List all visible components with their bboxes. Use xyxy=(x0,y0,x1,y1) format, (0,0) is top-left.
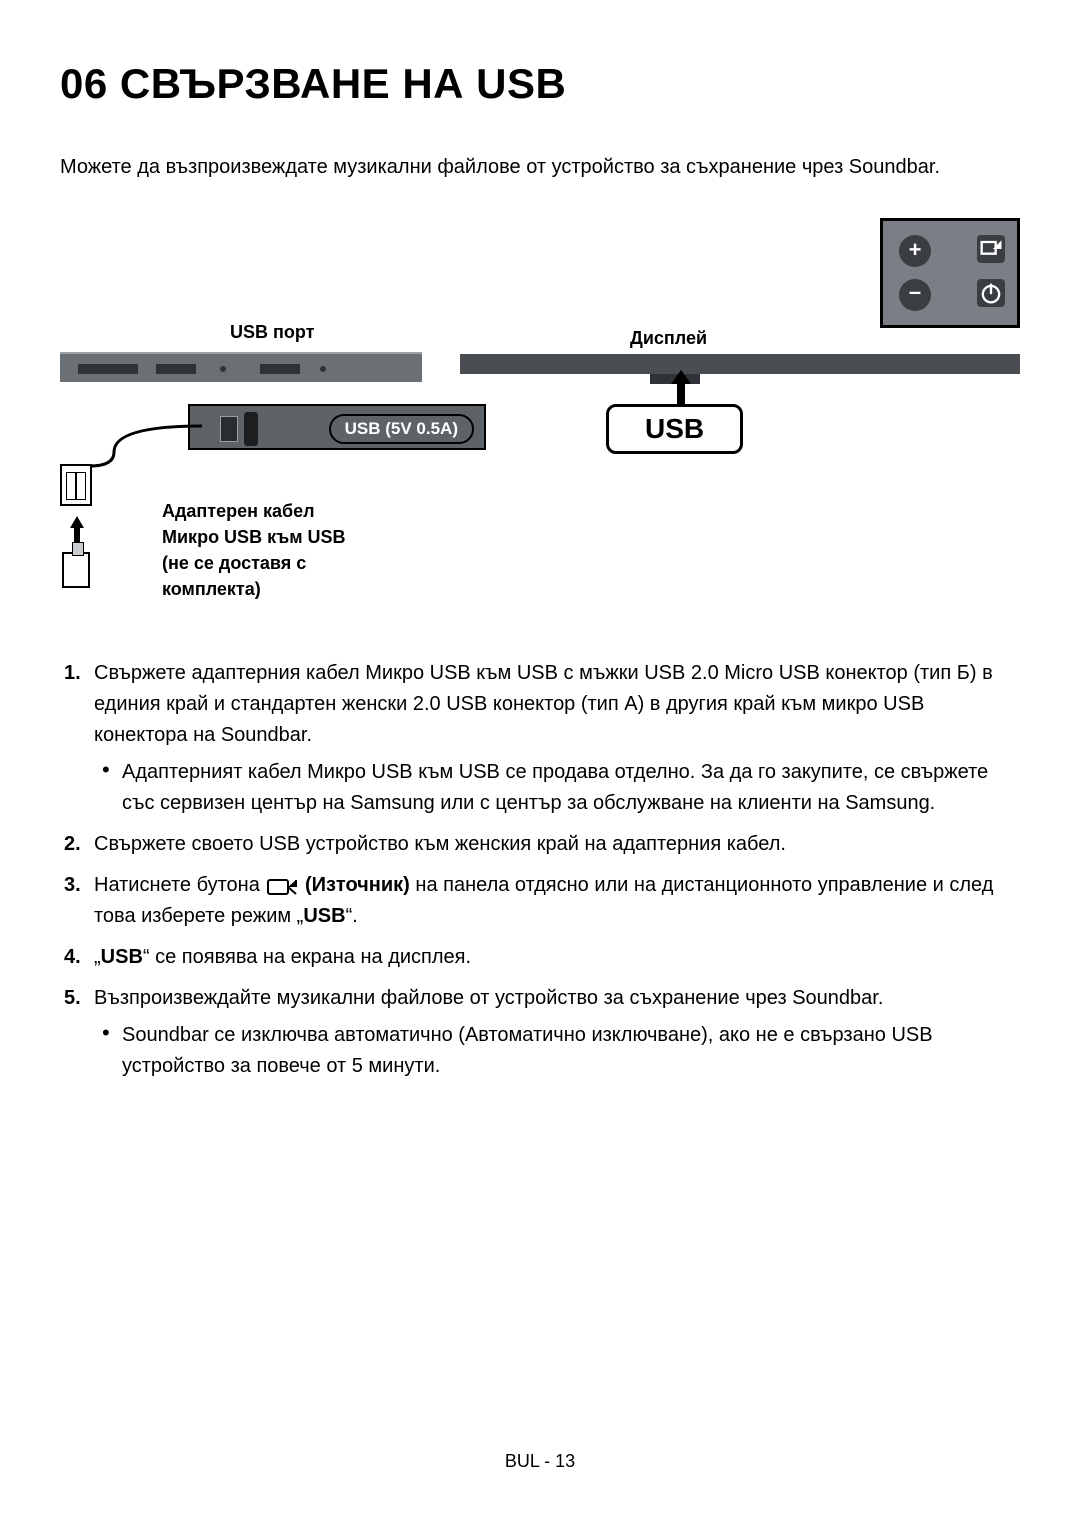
usb-plug-icon xyxy=(60,464,92,506)
diagram: + – USB порт Дисплей USB (5V 0.5A) USB А… xyxy=(60,218,1020,618)
usb-port-label: USB порт xyxy=(230,322,314,343)
power-icon xyxy=(977,279,1005,307)
step-5-bullet: Soundbar се изключва автоматично (Автома… xyxy=(122,1020,1020,1082)
arrow-up-icon xyxy=(671,370,691,404)
usb-stick-icon xyxy=(62,552,90,588)
step-1: Свържете адаптерния кабел Микро USB към … xyxy=(94,658,1020,819)
display-label: Дисплей xyxy=(630,328,707,349)
step-3: Натиснете бутона (Източник) на панела от… xyxy=(94,870,1020,932)
volume-up-icon: + xyxy=(899,235,931,267)
step-4: „USB“ се появява на екрана на дисплея. xyxy=(94,942,1020,973)
volume-down-icon: – xyxy=(899,279,931,311)
source-inline-icon xyxy=(267,876,297,896)
adapter-cable-label: Адаптерен кабел Микро USB към USB (не се… xyxy=(162,498,346,602)
intro-text: Можете да възпроизвеждате музикални файл… xyxy=(60,152,1020,182)
remote-control: + – xyxy=(880,218,1020,328)
page-heading: 06 СВЪРЗВАНЕ НА USB xyxy=(60,60,1020,108)
step-1-bullet: Адаптерният кабел Микро USB към USB се п… xyxy=(122,757,1020,819)
port-panel: USB (5V 0.5A) xyxy=(188,404,486,450)
page-footer: BUL - 13 xyxy=(0,1451,1080,1472)
source-icon xyxy=(977,235,1005,263)
soundbar-side xyxy=(460,354,1020,374)
usb-display-bubble: USB xyxy=(606,404,743,454)
port-box-label: USB (5V 0.5A) xyxy=(329,414,474,444)
step-2: Свържете своето USB устройство към женск… xyxy=(94,829,1020,860)
instruction-list: Свържете адаптерния кабел Микро USB към … xyxy=(60,658,1020,1082)
step-5: Възпроизвеждайте музикални файлове от ус… xyxy=(94,983,1020,1082)
soundbar-front xyxy=(60,352,422,382)
